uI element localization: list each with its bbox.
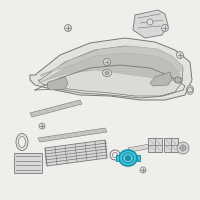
Circle shape — [147, 19, 153, 25]
Circle shape — [162, 24, 168, 31]
Circle shape — [126, 156, 130, 160]
Circle shape — [180, 145, 186, 151]
Polygon shape — [133, 10, 168, 38]
Polygon shape — [47, 77, 68, 90]
Ellipse shape — [186, 86, 194, 95]
Circle shape — [177, 142, 189, 154]
Circle shape — [177, 51, 184, 58]
Ellipse shape — [102, 70, 112, 76]
Circle shape — [175, 77, 181, 83]
Polygon shape — [137, 155, 140, 161]
Bar — [164, 138, 178, 152]
Polygon shape — [150, 72, 172, 86]
Polygon shape — [38, 53, 180, 84]
Ellipse shape — [105, 72, 109, 74]
Polygon shape — [40, 46, 183, 76]
Ellipse shape — [119, 150, 137, 166]
Polygon shape — [38, 128, 107, 142]
Ellipse shape — [16, 134, 28, 150]
Circle shape — [140, 167, 146, 173]
Polygon shape — [30, 100, 82, 117]
Circle shape — [39, 123, 45, 129]
Polygon shape — [45, 140, 107, 166]
Ellipse shape — [122, 153, 134, 163]
Polygon shape — [128, 143, 157, 152]
Bar — [148, 138, 162, 152]
Ellipse shape — [174, 77, 182, 83]
Bar — [14, 153, 42, 173]
Circle shape — [64, 24, 72, 31]
Polygon shape — [30, 38, 192, 100]
Circle shape — [104, 58, 110, 66]
Polygon shape — [116, 155, 119, 161]
Polygon shape — [38, 46, 183, 96]
Ellipse shape — [18, 136, 26, 148]
